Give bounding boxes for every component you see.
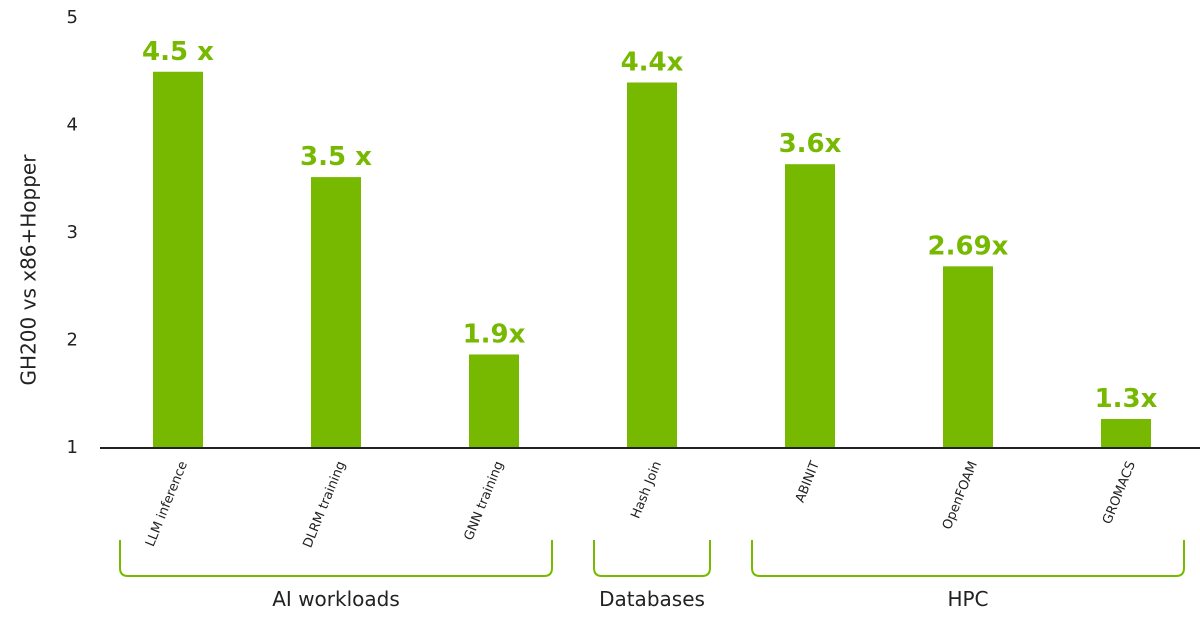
group-bracket (593, 540, 711, 577)
bar (785, 164, 835, 448)
category-label: OpenFOAM (940, 459, 981, 532)
group-label: AI workloads (272, 587, 400, 611)
data-label: 2.69x (928, 231, 1009, 261)
bars (153, 71, 1151, 448)
group-bracket (751, 540, 1185, 577)
group-label: Databases (599, 587, 705, 611)
y-tick-label: 4 (67, 115, 78, 136)
bar (1101, 418, 1151, 448)
y-tick-label: 2 (67, 330, 78, 351)
data-label: 3.6x (779, 129, 842, 159)
category-labels: LLM inference DLRM training GNN training Ha… (143, 459, 1139, 550)
bar (311, 177, 361, 448)
data-labels: 4.5 x 3.5 x 1.9x 4.4x 3.6x 2.69x 1.3x (142, 37, 1158, 414)
data-label: 1.3x (1095, 384, 1158, 414)
y-tick-label: 5 (67, 7, 78, 28)
group-label: HPC (947, 587, 988, 611)
data-label: 1.9x (463, 319, 526, 349)
category-groups: AI workloads Databases HPC (119, 540, 1185, 611)
y-tick-label: 3 (67, 222, 78, 243)
category-label: LLM inference (143, 459, 191, 549)
bar (469, 354, 519, 448)
y-tick-label: 1 (67, 437, 78, 458)
bar (153, 71, 203, 448)
category-label: DLRM training (301, 459, 349, 550)
category-label: ABINIT (793, 459, 823, 505)
bar (627, 82, 677, 448)
data-label: 4.5 x (142, 37, 214, 67)
group-bracket (119, 540, 553, 577)
category-label: GNN training (462, 459, 507, 543)
data-label: 3.5 x (300, 142, 372, 172)
bar (943, 266, 993, 448)
y-axis-label: GH200 vs x86+Hopper (17, 154, 41, 386)
y-axis-ticks: 1 2 3 4 5 (67, 7, 78, 458)
category-label: GROMACS (1100, 459, 1139, 526)
category-label: Hash Join (628, 459, 665, 521)
data-label: 4.4x (621, 48, 684, 78)
